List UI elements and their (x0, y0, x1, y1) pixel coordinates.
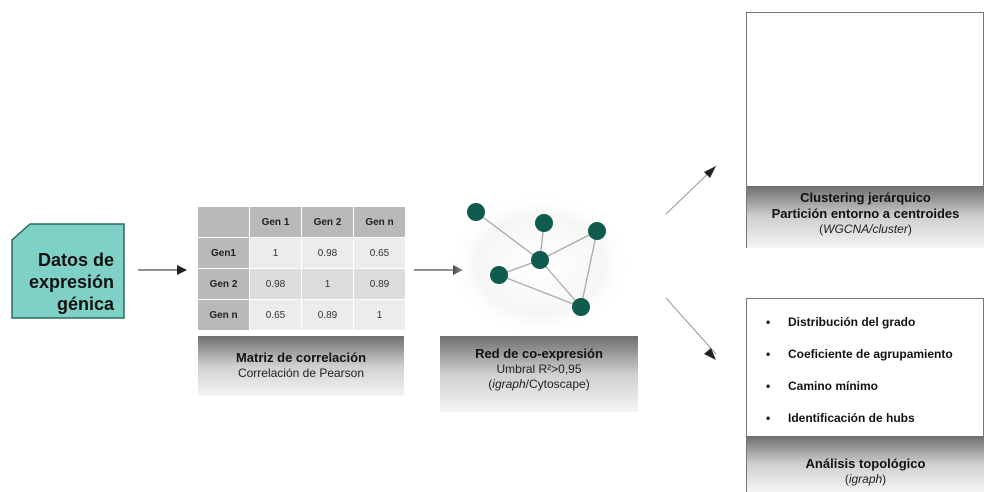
topology-tools-italic: igraph (848, 472, 883, 486)
network-node (467, 203, 485, 221)
matrix-caption-subtitle: Correlación de Pearson (237, 366, 365, 380)
clustering-title-2: Partición entorno a centroides (771, 206, 960, 221)
topology-tools: (igraph) (844, 472, 887, 486)
source-line-1: Datos de (37, 250, 114, 270)
network-tool-igraph: igraph (492, 377, 526, 391)
data-source-card (11, 223, 125, 319)
network-tool-cytoscape: /Cytoscape (525, 377, 586, 391)
network-node (572, 298, 590, 316)
network-caption-title: Red de co-expresión (475, 346, 603, 361)
matrix-cell: 0.98 (250, 269, 302, 300)
network-node (535, 214, 553, 232)
matrix-caption-title: Matriz de correlación (235, 350, 367, 365)
correlation-matrix: Gen 1 Gen 2 Gen n Gen1 1 0.98 0.65 Gen 2… (198, 207, 406, 331)
topology-title: Análisis topológico (805, 456, 926, 471)
clustering-caption: Clustering jerárquico Partición entorno … (747, 186, 984, 248)
matrix-row-header: Gen n (198, 300, 250, 331)
matrix-col-header: Gen 2 (302, 207, 354, 238)
clustering-title-1: Clustering jerárquico (800, 190, 931, 205)
matrix-row-header: Gen 2 (198, 269, 250, 300)
matrix-col-header: Gen n (354, 207, 406, 238)
network-caption: Red de co-expresión Umbral R²>0,95 (igra… (440, 336, 638, 412)
matrix-cell: 1 (250, 238, 302, 269)
matrix-cell: 1 (302, 269, 354, 300)
network-node (490, 266, 508, 284)
list-item: • Camino mínimo (766, 379, 879, 393)
matrix-row-header: Gen1 (198, 238, 250, 269)
matrix-cell: 1 (354, 300, 406, 331)
matrix-corner (198, 207, 250, 238)
topology-list: • Distribución del grado • Coeficiente de … (760, 314, 953, 442)
network-node (588, 222, 606, 240)
source-line-2: expresión (28, 272, 114, 292)
list-item: • Coeficiente de agrupamiento (766, 347, 953, 361)
topology-caption: Análisis topológico (igraph) (747, 436, 984, 492)
network-caption-tools: (igraph/Cytoscape) (488, 377, 590, 391)
network-nodes (467, 203, 606, 316)
data-source-label: Datos de expresión génica (14, 246, 118, 318)
matrix-cell: 0.65 (250, 300, 302, 331)
matrix-caption: Matriz de correlación Correlación de Pea… (198, 336, 404, 396)
matrix-cell: 0.89 (302, 300, 354, 331)
source-line-3: génica (56, 294, 114, 314)
matrix-cell: 0.65 (354, 238, 406, 269)
list-item: • Identificación de hubs (766, 411, 915, 425)
matrix-col-header: Gen 1 (250, 207, 302, 238)
list-item: • Distribución del grado (766, 315, 916, 329)
network-caption-threshold: Umbral R²>0,95 (496, 362, 582, 376)
clustering-tools: (WGCNA/cluster) (819, 222, 912, 236)
arrow-network-to-topology (665, 297, 717, 355)
matrix-cell: 0.98 (302, 238, 354, 269)
network-node (531, 251, 549, 269)
matrix-cell: 0.89 (354, 269, 406, 300)
clustering-tools-italic: WGCNA/cluster (823, 222, 908, 236)
